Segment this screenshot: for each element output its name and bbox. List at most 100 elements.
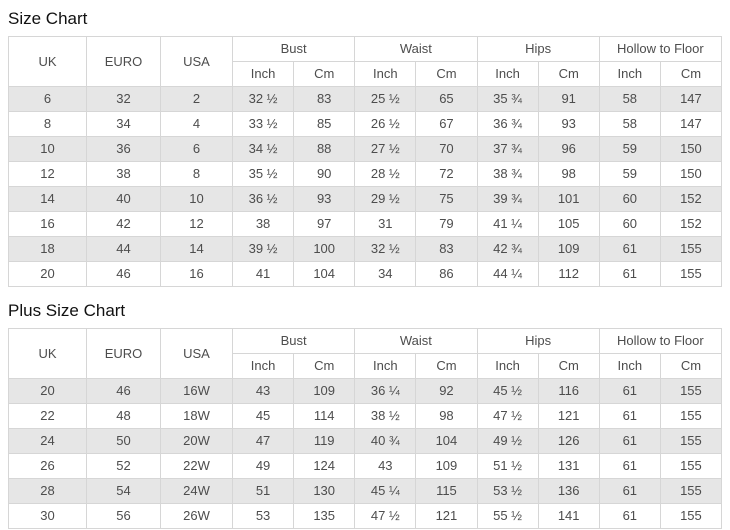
group-header-waist: Waist — [354, 328, 478, 354]
unit-header-inch: Inch — [476, 61, 539, 87]
table-cell: 51 ½ — [476, 453, 539, 479]
table-cell: 136 — [537, 478, 600, 504]
column-header-usa: USA — [160, 36, 233, 87]
table-cell: 59 — [598, 161, 661, 187]
table-cell: 79 — [415, 211, 478, 237]
table-cell: 45 ¼ — [354, 478, 417, 504]
table-cell: 34 ½ — [231, 136, 295, 162]
group-header-hips: Hips — [476, 328, 600, 354]
table-cell: 12 — [160, 211, 233, 237]
table-cell: 96 — [537, 136, 600, 162]
table-cell: 24 — [8, 428, 87, 454]
table-cell: 85 — [293, 111, 356, 137]
table-cell: 46 — [86, 378, 161, 404]
table-cell: 39 ¾ — [476, 186, 539, 212]
unit-header-cm: Cm — [415, 61, 478, 87]
table-cell: 30 — [8, 503, 87, 529]
table-cell: 46 — [86, 261, 161, 287]
table-cell: 6 — [8, 86, 87, 112]
table-cell: 126 — [537, 428, 600, 454]
table-cell: 54 — [86, 478, 161, 504]
table-cell: 59 — [598, 136, 661, 162]
table-cell: 109 — [537, 236, 600, 262]
table-cell: 90 — [293, 161, 356, 187]
table-row: 20 46 16W 43 109 36 ¼ 92 45 ½ 116 61 155 — [8, 378, 723, 404]
table-cell: 45 — [231, 403, 295, 429]
table-cell: 6 — [160, 136, 233, 162]
table-row: 8 34 4 33 ½ 85 26 ½ 67 36 ¾ 93 58 147 — [8, 111, 723, 137]
table-cell: 8 — [160, 161, 233, 187]
table-cell: 98 — [415, 403, 478, 429]
table-cell: 105 — [537, 211, 600, 237]
table-cell: 18W — [160, 403, 233, 429]
table-cell: 61 — [598, 478, 661, 504]
table-cell: 135 — [293, 503, 356, 529]
table-cell: 18 — [8, 236, 87, 262]
table-cell: 25 ½ — [354, 86, 417, 112]
table-cell: 28 ½ — [354, 161, 417, 187]
column-header-euro: EURO — [86, 36, 161, 87]
table-cell: 42 — [86, 211, 161, 237]
table-cell: 53 — [231, 503, 295, 529]
table-cell: 152 — [659, 211, 723, 237]
table-cell: 58 — [598, 86, 661, 112]
table-cell: 16 — [160, 261, 233, 287]
table-cell: 61 — [598, 453, 661, 479]
header-row-groups: UK EURO USA Bust Waist Hips Hollow to Floor — [8, 328, 723, 379]
table-cell: 36 ¾ — [476, 111, 539, 137]
table-row: 20 46 16 41 104 34 86 44 ¼ 112 61 155 — [8, 261, 723, 287]
table-cell: 116 — [537, 378, 600, 404]
table-cell: 49 ½ — [476, 428, 539, 454]
table-cell: 88 — [293, 136, 356, 162]
table-cell: 42 ¾ — [476, 236, 539, 262]
table-cell: 47 ½ — [354, 503, 417, 529]
table-cell: 44 — [86, 236, 161, 262]
table-cell: 61 — [598, 503, 661, 529]
table-cell: 14 — [8, 186, 87, 212]
table-cell: 38 — [86, 161, 161, 187]
table-cell: 121 — [415, 503, 478, 529]
table-cell: 155 — [659, 453, 723, 479]
table-cell: 47 ½ — [476, 403, 539, 429]
unit-header-inch: Inch — [354, 353, 417, 379]
table-cell: 93 — [537, 111, 600, 137]
table-cell: 45 ½ — [476, 378, 539, 404]
column-header-euro: EURO — [86, 328, 161, 379]
plus-size-chart-table: UK EURO USA Bust Waist Hips Hollow to Floor Inc… — [8, 328, 723, 529]
table-cell: 130 — [293, 478, 356, 504]
table-cell: 101 — [537, 186, 600, 212]
column-header-uk: UK — [8, 328, 87, 379]
table-cell: 92 — [415, 378, 478, 404]
group-header-hollow-to-floor: Hollow to Floor — [598, 328, 723, 354]
header-row-units: Inch Cm Inch Cm Inch Cm Inch Cm — [9, 61, 723, 87]
table-cell: 36 ½ — [231, 186, 295, 212]
table-row: 22 48 18W 45 114 38 ½ 98 47 ½ 121 61 155 — [8, 403, 723, 429]
table-cell: 24W — [160, 478, 233, 504]
table-cell: 43 — [354, 453, 417, 479]
table-row: 26 52 22W 49 124 43 109 51 ½ 131 61 155 — [8, 453, 723, 479]
unit-header-inch: Inch — [598, 61, 661, 87]
table-cell: 20W — [160, 428, 233, 454]
size-chart-table: UK EURO USA Bust Waist Hips Hollow to Floor Inc… — [8, 36, 723, 287]
unit-header-inch: Inch — [354, 61, 417, 87]
table-cell: 32 ½ — [231, 86, 295, 112]
table-cell: 141 — [537, 503, 600, 529]
table-cell: 155 — [659, 478, 723, 504]
table-cell: 27 ½ — [354, 136, 417, 162]
table-row: 30 56 26W 53 135 47 ½ 121 55 ½ 141 61 155 — [8, 503, 723, 529]
table-cell: 20 — [8, 261, 87, 287]
table-cell: 83 — [415, 236, 478, 262]
table-cell: 10 — [160, 186, 233, 212]
table-cell: 109 — [415, 453, 478, 479]
table-cell: 35 ¾ — [476, 86, 539, 112]
table-cell: 29 ½ — [354, 186, 417, 212]
table-cell: 70 — [415, 136, 478, 162]
table-cell: 124 — [293, 453, 356, 479]
table-cell: 31 — [354, 211, 417, 237]
unit-header-cm: Cm — [659, 61, 723, 87]
table-cell: 72 — [415, 161, 478, 187]
group-header-waist: Waist — [354, 36, 478, 62]
table-cell: 12 — [8, 161, 87, 187]
table-cell: 22 — [8, 403, 87, 429]
